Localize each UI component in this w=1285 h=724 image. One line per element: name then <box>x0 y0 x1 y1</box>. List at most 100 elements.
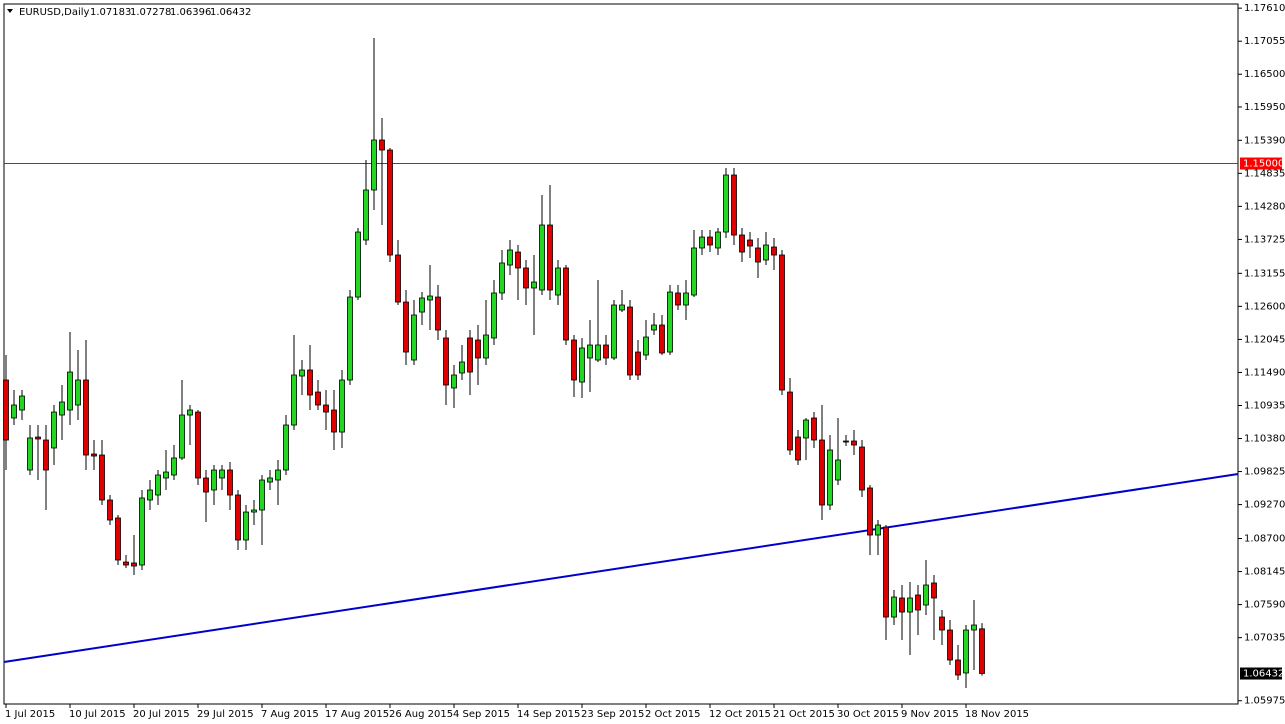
candle-body <box>803 419 809 439</box>
x-tick-label: 9 Nov 2015 <box>901 709 959 720</box>
candle <box>603 335 609 366</box>
candle-body <box>811 417 817 441</box>
y-tick-label: 1.15950 <box>1244 102 1285 113</box>
candle-body <box>659 324 665 354</box>
candle-body <box>963 629 969 674</box>
candle-body <box>139 497 145 566</box>
candle <box>163 450 169 491</box>
y-tick-label: 1.08700 <box>1244 534 1285 545</box>
candle <box>875 520 881 556</box>
candle-body <box>355 231 361 298</box>
candle-body <box>339 379 345 433</box>
x-tick-label: 1 Jul 2015 <box>5 709 55 720</box>
candle <box>251 500 257 526</box>
candle-body <box>699 236 705 249</box>
candle <box>475 325 481 386</box>
candle-body <box>755 247 761 263</box>
candle-body <box>403 301 409 353</box>
candle <box>139 490 145 571</box>
candle-body <box>275 469 281 481</box>
candle-body <box>915 594 921 611</box>
candle <box>923 560 929 616</box>
candle-body <box>707 236 713 246</box>
candle <box>979 623 985 676</box>
candle <box>683 280 689 321</box>
y-tick-label: 1.12600 <box>1244 301 1285 312</box>
candle-body <box>819 439 825 506</box>
candle-body <box>851 440 857 446</box>
candle <box>467 330 473 396</box>
candle <box>19 390 25 421</box>
candle-body <box>875 524 881 536</box>
x-tick-label: 17 Aug 2015 <box>325 709 389 720</box>
candle <box>779 250 785 396</box>
candle <box>371 37 377 211</box>
candle <box>267 470 273 491</box>
candle <box>187 405 193 446</box>
y-tick-label: 1.12045 <box>1244 334 1285 345</box>
candle <box>123 555 129 568</box>
candle <box>635 340 641 381</box>
candle-body <box>51 411 57 449</box>
candle <box>891 590 897 626</box>
candle <box>763 232 769 266</box>
candle <box>315 380 321 411</box>
candle-body <box>91 453 97 457</box>
candle <box>787 377 793 456</box>
candle <box>971 600 977 671</box>
candle <box>483 300 489 366</box>
candle-body <box>955 659 961 676</box>
candle-body <box>779 254 785 391</box>
y-tick-label: 1.09270 <box>1244 500 1285 511</box>
candle <box>211 465 217 506</box>
y-tick-label: 1.14835 <box>1244 168 1285 179</box>
candle-body <box>651 324 657 331</box>
candle <box>827 435 833 511</box>
x-tick-label: 26 Aug 2015 <box>389 709 453 720</box>
level-tag <box>1240 157 1282 170</box>
candle-body <box>11 404 17 419</box>
candle <box>771 237 777 271</box>
candle <box>283 415 289 476</box>
candle-body <box>643 336 649 356</box>
candle-body <box>483 334 489 359</box>
candle <box>35 425 41 481</box>
x-tick-label: 2 Oct 2015 <box>645 709 700 720</box>
candle-body <box>667 291 673 353</box>
candle <box>547 185 553 301</box>
candle <box>963 625 969 688</box>
candle-body <box>227 469 233 496</box>
menu-triangle <box>7 9 13 13</box>
candle-body <box>171 457 177 476</box>
candle-body <box>499 262 505 294</box>
candle <box>859 440 865 498</box>
candle <box>235 490 241 551</box>
candle-body <box>43 439 49 471</box>
candle <box>451 365 457 408</box>
y-tick-label: 1.14280 <box>1244 201 1285 212</box>
candle-body <box>835 459 841 481</box>
candle-body <box>531 281 537 289</box>
candle <box>75 350 81 421</box>
candle <box>395 240 401 306</box>
candle-body <box>675 292 681 306</box>
candle <box>915 585 921 636</box>
candle <box>555 260 561 306</box>
header-low: 1.06396 <box>170 7 211 18</box>
candle <box>691 230 697 298</box>
y-tick-label: 1.17610 <box>1244 3 1285 14</box>
candle <box>803 417 809 461</box>
candle <box>715 227 721 256</box>
candle-body <box>491 292 497 339</box>
candle <box>731 167 737 246</box>
candle-body <box>123 561 129 566</box>
candle-body <box>219 469 225 479</box>
y-tick-label: 1.09825 <box>1244 467 1285 478</box>
candle-body <box>891 596 897 618</box>
header-high: 1.07278 <box>130 7 171 18</box>
y-tick-label: 1.13155 <box>1244 268 1285 279</box>
candle <box>147 480 153 511</box>
x-tick-label: 30 Oct 2015 <box>837 709 899 720</box>
candle <box>811 412 817 448</box>
